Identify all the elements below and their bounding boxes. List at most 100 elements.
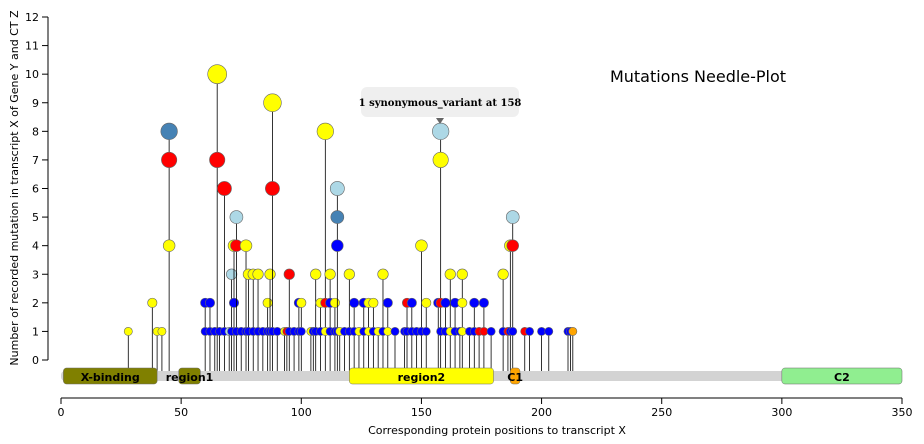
needle-head[interactable] bbox=[162, 239, 176, 252]
needle-head[interactable] bbox=[263, 93, 282, 112]
needle-head[interactable] bbox=[456, 268, 468, 280]
needle-head[interactable] bbox=[382, 297, 393, 308]
needle-head[interactable] bbox=[283, 268, 295, 280]
needle-head[interactable] bbox=[229, 297, 240, 308]
needle-head[interactable] bbox=[457, 297, 468, 308]
needle-head[interactable] bbox=[207, 64, 227, 84]
needle-head[interactable] bbox=[349, 297, 360, 308]
needle-head[interactable] bbox=[161, 151, 178, 168]
domain-box[interactable] bbox=[510, 367, 521, 385]
needle-head[interactable] bbox=[415, 239, 428, 252]
needle-group[interactable] bbox=[444, 268, 456, 371]
y-tick-label: 2 bbox=[32, 297, 39, 310]
needle-head[interactable] bbox=[377, 268, 389, 280]
needle-group[interactable] bbox=[504, 239, 517, 371]
needle-head[interactable] bbox=[506, 239, 519, 252]
needle-head[interactable] bbox=[421, 327, 431, 336]
needle-head[interactable] bbox=[568, 327, 578, 336]
needle-group[interactable] bbox=[207, 64, 227, 371]
x-tick-label: 50 bbox=[174, 406, 188, 419]
needle-group[interactable] bbox=[349, 297, 360, 371]
needle-head[interactable] bbox=[265, 181, 280, 196]
needle-group[interactable] bbox=[242, 268, 255, 371]
needle-head[interactable] bbox=[508, 327, 518, 336]
needle-head[interactable] bbox=[204, 297, 215, 308]
x-tick-label: 150 bbox=[411, 406, 432, 419]
needle-group[interactable] bbox=[525, 327, 534, 371]
needle-group[interactable] bbox=[497, 268, 509, 371]
needle-head[interactable] bbox=[123, 327, 133, 336]
needle-head[interactable] bbox=[444, 268, 456, 280]
needle-group[interactable] bbox=[147, 297, 158, 371]
needle-group[interactable] bbox=[272, 327, 282, 371]
needle-group[interactable] bbox=[421, 297, 432, 371]
needle-head[interactable] bbox=[440, 297, 451, 308]
needle-group[interactable] bbox=[478, 297, 489, 371]
needle-head[interactable] bbox=[421, 297, 432, 308]
needle-head[interactable] bbox=[262, 297, 273, 308]
x-tick-label: 350 bbox=[892, 406, 913, 419]
needle-group[interactable] bbox=[123, 327, 133, 371]
needle-head[interactable] bbox=[296, 327, 306, 336]
needle-group[interactable] bbox=[252, 268, 264, 371]
needle-group[interactable] bbox=[239, 239, 253, 371]
needle-group[interactable] bbox=[264, 268, 276, 371]
needle-head[interactable] bbox=[469, 297, 480, 308]
needle-group[interactable] bbox=[310, 268, 322, 371]
needle-head[interactable] bbox=[478, 297, 489, 308]
needle-group[interactable] bbox=[486, 327, 496, 371]
needle-group[interactable] bbox=[505, 210, 520, 371]
needle-group[interactable] bbox=[377, 268, 389, 371]
needle-head[interactable] bbox=[390, 327, 400, 336]
needle-head[interactable] bbox=[226, 268, 238, 280]
needle-head[interactable] bbox=[432, 151, 449, 168]
needle-group[interactable] bbox=[296, 297, 307, 371]
domain-box[interactable] bbox=[63, 367, 158, 385]
needle-head[interactable] bbox=[525, 327, 534, 336]
needle-head[interactable] bbox=[432, 122, 450, 140]
needle-group[interactable] bbox=[226, 268, 238, 371]
needle-head[interactable] bbox=[505, 210, 520, 224]
needle-head[interactable] bbox=[368, 297, 379, 308]
needle-head[interactable] bbox=[216, 181, 232, 196]
needle-group[interactable] bbox=[283, 268, 295, 371]
needle-head[interactable] bbox=[157, 327, 167, 336]
needle-group[interactable] bbox=[544, 327, 554, 371]
needle-head[interactable] bbox=[252, 268, 264, 280]
needle-head[interactable] bbox=[160, 122, 178, 140]
needle-head[interactable] bbox=[329, 181, 345, 196]
needle-head[interactable] bbox=[324, 268, 336, 280]
needle-head[interactable] bbox=[497, 268, 509, 280]
domain-box[interactable] bbox=[349, 367, 494, 385]
domain-box[interactable] bbox=[178, 367, 201, 385]
needle-head[interactable] bbox=[310, 268, 322, 280]
needle-head[interactable] bbox=[406, 297, 417, 308]
needle-head[interactable] bbox=[329, 297, 340, 308]
needle-group[interactable] bbox=[324, 268, 336, 371]
needle-group[interactable] bbox=[227, 239, 241, 371]
needle-head[interactable] bbox=[296, 297, 307, 308]
needle-group[interactable] bbox=[157, 327, 167, 371]
needle-group[interactable] bbox=[456, 268, 468, 371]
needle-head[interactable] bbox=[330, 210, 345, 224]
needle-group[interactable] bbox=[390, 327, 400, 371]
needle-head[interactable] bbox=[209, 151, 226, 168]
needle-head[interactable] bbox=[486, 327, 496, 336]
needle-group[interactable] bbox=[537, 327, 546, 371]
needle-head[interactable] bbox=[229, 210, 244, 224]
domain-label: C1 bbox=[507, 371, 523, 384]
needle-head[interactable] bbox=[316, 122, 334, 140]
needle-head[interactable] bbox=[331, 239, 344, 252]
needle-head[interactable] bbox=[239, 239, 253, 252]
needle-group[interactable] bbox=[247, 268, 259, 371]
needle-head[interactable] bbox=[544, 327, 554, 336]
domain-box[interactable] bbox=[781, 367, 903, 385]
needle-head[interactable] bbox=[264, 268, 276, 280]
needle-head[interactable] bbox=[147, 297, 158, 308]
needle-group[interactable] bbox=[343, 268, 355, 371]
needle-head[interactable] bbox=[343, 268, 355, 280]
needle-group[interactable] bbox=[160, 122, 178, 371]
needle-group[interactable] bbox=[204, 297, 215, 371]
needle-group[interactable] bbox=[568, 327, 578, 371]
needle-group[interactable] bbox=[382, 297, 393, 371]
